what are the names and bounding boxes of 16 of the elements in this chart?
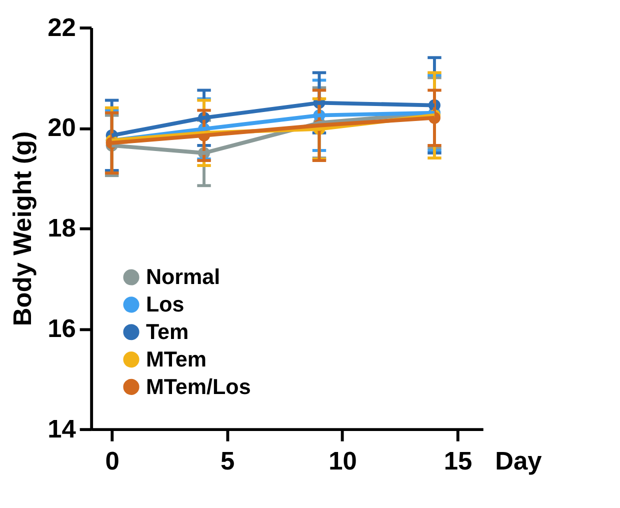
x-axis-title: Day bbox=[495, 448, 543, 476]
x-tick-label: 15 bbox=[444, 448, 472, 476]
x-tick-label: 0 bbox=[105, 448, 120, 476]
y-tick-label: 16 bbox=[48, 315, 76, 344]
y-tick-label: 14 bbox=[48, 415, 77, 444]
y-tick-label: 18 bbox=[48, 214, 76, 243]
x-tick-label: 10 bbox=[328, 448, 357, 476]
legend-label: Tem bbox=[146, 320, 189, 344]
y-tick-label: 22 bbox=[48, 14, 76, 42]
legend-label: MTem/Los bbox=[146, 374, 251, 399]
y-tick-label: 20 bbox=[48, 114, 76, 142]
x-tick-label: 5 bbox=[220, 448, 235, 476]
legend-label: MTem bbox=[146, 347, 207, 372]
y-axis-title: Body Weight (g) bbox=[8, 131, 37, 326]
legend-label: Los bbox=[146, 292, 184, 317]
legend-label: Normal bbox=[146, 265, 220, 290]
